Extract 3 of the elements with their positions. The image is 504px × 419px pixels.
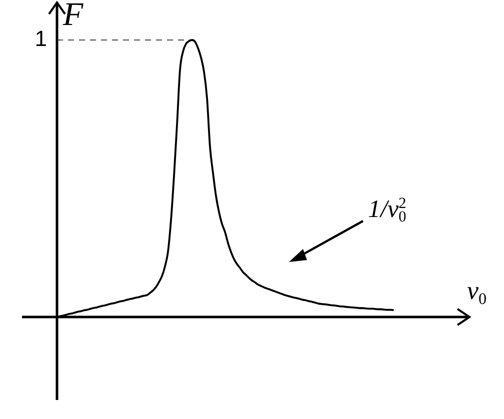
- y-axis-title: F: [63, 0, 84, 33]
- ref-line-label: 1: [34, 26, 47, 52]
- x-axis-title: v$_{0}$: [467, 276, 487, 308]
